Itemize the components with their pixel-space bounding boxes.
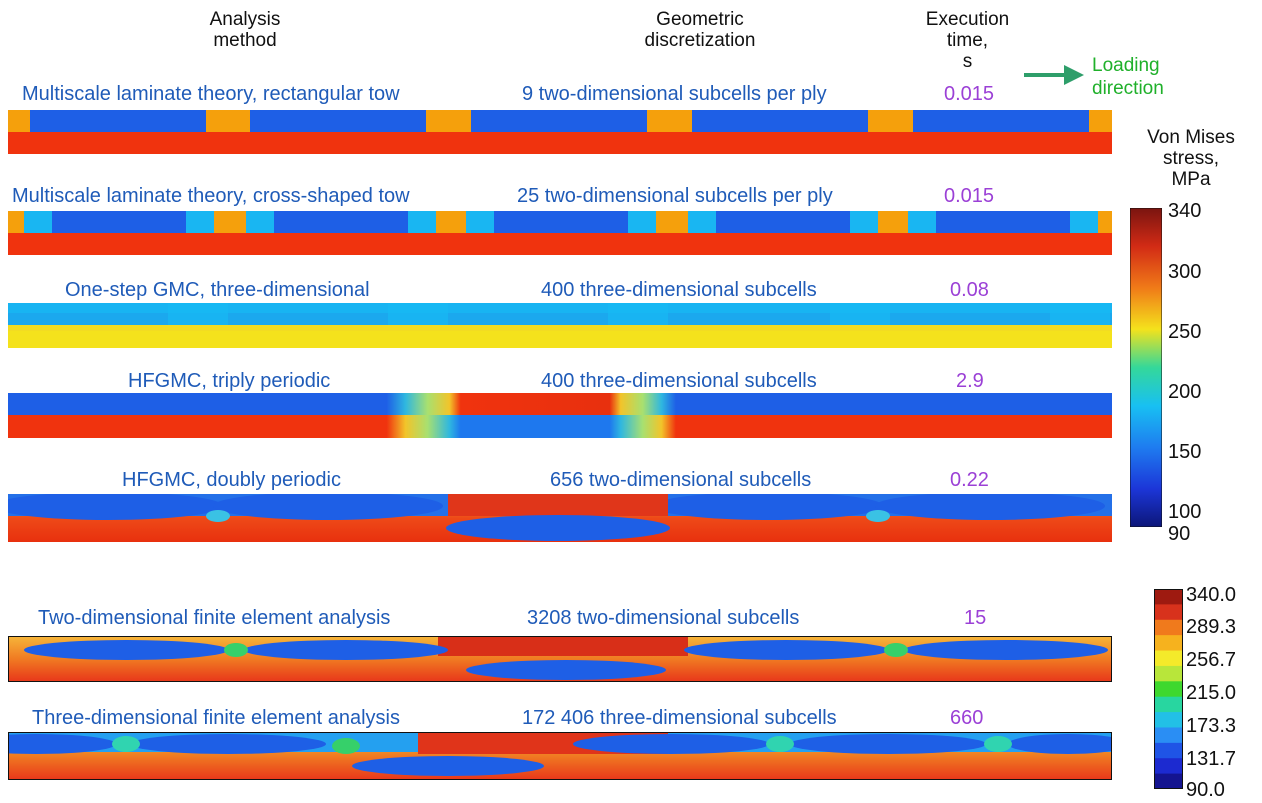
row-method: Multiscale laminate theory, rectangular … bbox=[22, 83, 400, 105]
stress-field-hfgmc-triply-periodic bbox=[8, 393, 1112, 438]
row-discretization: 656 two-dimensional subcells bbox=[550, 469, 812, 491]
colorbar1-tick: 100 bbox=[1168, 501, 1202, 523]
colorbar1-tick: 90 bbox=[1168, 523, 1191, 545]
colorbar-title-line: stress, bbox=[1163, 148, 1219, 169]
colorbar1-tick: 200 bbox=[1168, 381, 1202, 403]
loading-line: direction bbox=[1092, 78, 1164, 99]
row-method: One-step GMC, three-dimensional bbox=[65, 279, 370, 301]
colorbar1-title: Von Mises stress, MPa bbox=[1126, 127, 1256, 190]
colorbar2-band bbox=[1154, 604, 1183, 621]
row-method: HFGMC, doubly periodic bbox=[122, 469, 341, 491]
row-method: Multiscale laminate theory, cross-shaped… bbox=[12, 185, 410, 207]
colorbar-title-line: MPa bbox=[1171, 169, 1211, 190]
colorbar2-band bbox=[1154, 589, 1183, 605]
header-geometric-discretization: Geometric discretization bbox=[620, 9, 780, 51]
colorbar2-band bbox=[1154, 650, 1183, 667]
colorbar2-band bbox=[1154, 758, 1183, 775]
colorbar2-band bbox=[1154, 773, 1183, 790]
row-time: 0.015 bbox=[944, 185, 995, 207]
row-time: 2.9 bbox=[956, 370, 984, 392]
stress-field-one-step-gmc bbox=[8, 303, 1112, 348]
header-line: Geometric bbox=[656, 9, 744, 30]
stress-field-rectangular-tow bbox=[8, 110, 1112, 154]
row-time: 15 bbox=[964, 607, 987, 629]
colorbar2 bbox=[1154, 589, 1183, 790]
row-method: HFGMC, triply periodic bbox=[128, 370, 331, 392]
header-analysis-method: Analysis method bbox=[190, 9, 300, 51]
header-line: Analysis bbox=[209, 9, 281, 30]
colorbar-title-line: Von Mises bbox=[1147, 127, 1235, 148]
colorbar2-border bbox=[1154, 589, 1183, 789]
colorbar2-tick: 289.3 bbox=[1186, 616, 1237, 638]
colorbar2-tick: 256.7 bbox=[1186, 649, 1237, 671]
header-line: discretization bbox=[644, 30, 756, 51]
colorbar2-tick: 131.7 bbox=[1186, 748, 1237, 770]
stress-field-hfgmc-doubly-periodic bbox=[8, 494, 1112, 542]
header-line: time, bbox=[946, 30, 989, 51]
row-discretization: 9 two-dimensional subcells per ply bbox=[522, 83, 827, 105]
colorbar1-tick: 300 bbox=[1168, 261, 1202, 283]
colorbar2-band bbox=[1154, 635, 1183, 652]
colorbar2-band bbox=[1154, 619, 1183, 636]
colorbar1-tick: 340 bbox=[1168, 200, 1202, 222]
colorbar2-tick: 215.0 bbox=[1186, 682, 1237, 704]
row-discretization: 400 three-dimensional subcells bbox=[541, 370, 817, 392]
loading-line: Loading bbox=[1092, 55, 1160, 76]
colorbar2-tick: 173.3 bbox=[1186, 715, 1237, 737]
header-line: Execution bbox=[925, 9, 1010, 30]
row-time: 0.015 bbox=[944, 83, 995, 105]
row-discretization: 3208 two-dimensional subcells bbox=[527, 607, 800, 629]
stress-field-cross-shaped-tow bbox=[8, 211, 1112, 255]
row-method: Three-dimensional finite element analysi… bbox=[32, 707, 400, 729]
row-time: 0.22 bbox=[950, 469, 989, 491]
row-discretization: 172 406 three-dimensional subcells bbox=[522, 707, 837, 729]
row-method: Two-dimensional finite element analysis bbox=[38, 607, 391, 629]
header-execution-time: Execution time, s bbox=[910, 9, 1025, 72]
loading-direction-label: Loading direction bbox=[1092, 54, 1164, 100]
stress-field-2d-fea bbox=[8, 636, 1112, 682]
colorbar1-tick: 150 bbox=[1168, 441, 1202, 463]
row-time: 0.08 bbox=[950, 279, 989, 301]
loading-direction-arrow-icon bbox=[1024, 65, 1084, 85]
colorbar2-tick: 90.0 bbox=[1186, 779, 1225, 801]
header-line: method bbox=[213, 30, 277, 51]
colorbar2-band bbox=[1154, 727, 1183, 744]
row-discretization: 400 three-dimensional subcells bbox=[541, 279, 817, 301]
colorbar2-band bbox=[1154, 696, 1183, 713]
row-time: 660 bbox=[950, 707, 984, 729]
colorbar1-tick: 250 bbox=[1168, 321, 1202, 343]
row-discretization: 25 two-dimensional subcells per ply bbox=[517, 185, 833, 207]
colorbar2-band bbox=[1154, 742, 1183, 759]
colorbar1 bbox=[1129, 207, 1163, 528]
colorbar2-tick: 340.0 bbox=[1186, 584, 1237, 606]
colorbar2-band bbox=[1154, 681, 1183, 698]
colorbar2-band bbox=[1154, 712, 1183, 728]
colorbar2-band bbox=[1154, 665, 1183, 682]
stress-field-3d-fea bbox=[8, 732, 1112, 780]
header-line: s bbox=[962, 51, 973, 72]
